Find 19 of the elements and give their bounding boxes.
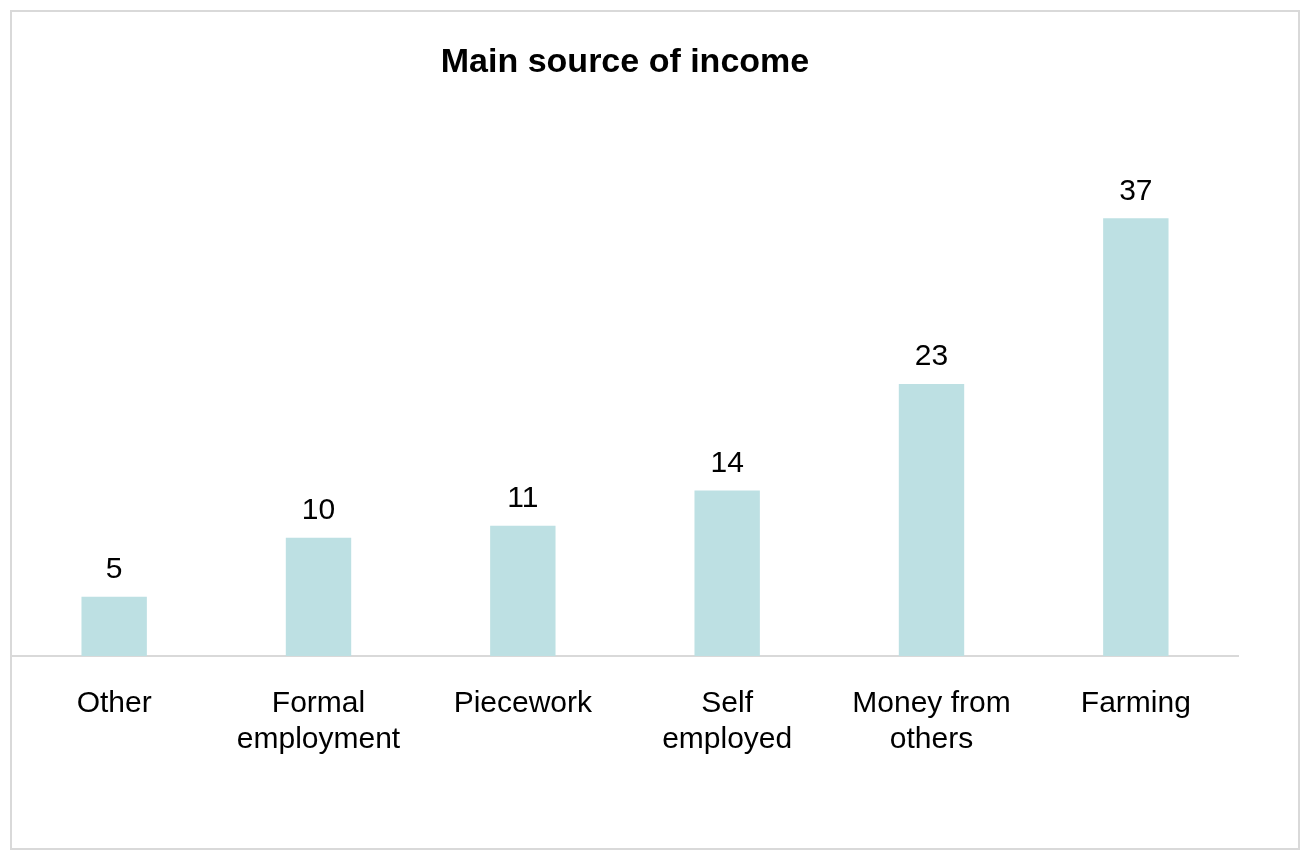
bar (285, 537, 352, 656)
data-label: 37 (1119, 172, 1153, 206)
bar (1103, 218, 1169, 656)
data-label: 5 (105, 551, 123, 585)
bar (694, 490, 760, 656)
data-label: 23 (914, 338, 949, 372)
data-label: 10 (301, 491, 336, 525)
x-tick-label: Formal employment (236, 685, 401, 755)
data-label: 11 (507, 480, 539, 514)
x-tick-label: Other (76, 685, 152, 719)
bar (81, 596, 147, 656)
bar (490, 525, 556, 656)
data-label: 14 (710, 444, 744, 478)
x-tick-label: Farming (1080, 685, 1191, 719)
x-tick-label: Self employed (662, 685, 793, 755)
bar (898, 383, 965, 656)
x-tick-label: Money from others (852, 685, 1011, 755)
chart-title: Main source of income (440, 40, 810, 79)
x-tick-label: Piecework (453, 685, 594, 719)
